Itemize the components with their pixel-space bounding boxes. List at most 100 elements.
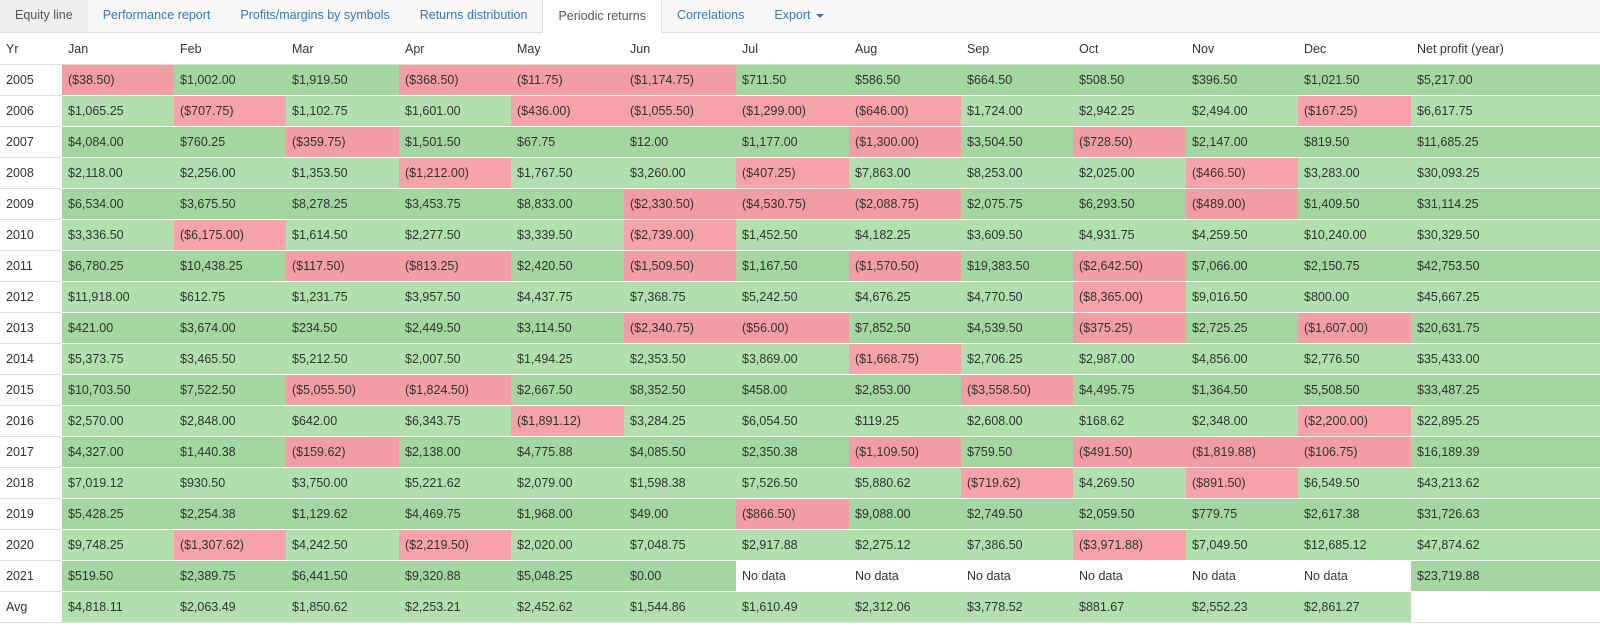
return-cell: $3,750.00 <box>286 467 399 499</box>
return-cell: $1,452.50 <box>736 219 849 251</box>
return-cell: $5,048.25 <box>511 560 624 592</box>
tab-correlations[interactable]: Correlations <box>662 0 759 32</box>
return-cell: $2,706.25 <box>961 343 1073 375</box>
return-cell: $2,552.23 <box>1186 591 1298 623</box>
return-cell: ($489.00) <box>1186 188 1298 220</box>
return-cell: ($38.50) <box>62 64 174 96</box>
return-cell: $1,724.00 <box>961 95 1073 127</box>
year-cell: 2005 <box>0 64 62 96</box>
table-row: 2020 $9,748.25 ($1,307.62) $4,242.50 ($2,219… <box>0 529 1600 561</box>
return-cell: $2,420.50 <box>511 250 624 282</box>
return-cell: No data <box>961 560 1073 592</box>
return-cell: $8,253.00 <box>961 157 1073 189</box>
table-row: Avg $4,818.11 $2,063.49 $1,850.62 $2,253.21 $… <box>0 591 1600 623</box>
caret-down-icon <box>815 13 824 18</box>
return-cell: ($1,819.88) <box>1186 436 1298 468</box>
net-profit-cell: $35,433.00 <box>1411 343 1600 375</box>
return-cell: $2,348.00 <box>1186 405 1298 437</box>
return-cell: $9,088.00 <box>849 498 961 530</box>
return-cell: $2,150.75 <box>1298 250 1411 282</box>
net-profit-cell: $31,726.63 <box>1411 498 1600 530</box>
return-cell: $2,138.00 <box>399 436 511 468</box>
net-profit-cell: $20,631.75 <box>1411 312 1600 344</box>
return-cell: $7,368.75 <box>624 281 736 313</box>
return-cell: ($2,088.75) <box>849 188 961 220</box>
table-header: Yr Jan Feb Mar Apr May Jun Jul Aug Sep Oct Nov Dec Ne… <box>0 33 1600 65</box>
return-cell: $4,259.50 <box>1186 219 1298 251</box>
tab-export[interactable]: Export <box>759 0 838 32</box>
return-cell: $4,676.25 <box>849 281 961 313</box>
return-cell: $2,776.50 <box>1298 343 1411 375</box>
tab-profits-margins-by-symbols[interactable]: Profits/margins by symbols <box>225 0 404 32</box>
year-cell: 2012 <box>0 281 62 313</box>
return-cell: ($466.50) <box>1186 157 1298 189</box>
return-cell: $7,066.00 <box>1186 250 1298 282</box>
column-header-may: May <box>511 33 624 65</box>
return-cell: $2,025.00 <box>1073 157 1186 189</box>
return-cell: $2,350.38 <box>736 436 849 468</box>
return-cell: $779.75 <box>1186 498 1298 530</box>
return-cell: $2,063.49 <box>174 591 286 623</box>
return-cell: ($8,365.00) <box>1073 281 1186 313</box>
column-header-jun: Jun <box>624 33 736 65</box>
return-cell: $800.00 <box>1298 281 1411 313</box>
return-cell: ($719.62) <box>961 467 1073 499</box>
return-cell: $2,942.25 <box>1073 95 1186 127</box>
tab-label: Export <box>774 8 811 22</box>
return-cell: $3,465.50 <box>174 343 286 375</box>
return-cell: $612.75 <box>174 281 286 313</box>
return-cell: $4,770.50 <box>961 281 1073 313</box>
tab-bar: Equity line Performance report Profits/mar… <box>0 0 1600 33</box>
return-cell: $1,598.38 <box>624 467 736 499</box>
year-cell: 2011 <box>0 250 62 282</box>
return-cell: $6,534.00 <box>62 188 174 220</box>
return-cell: ($1,668.75) <box>849 343 961 375</box>
return-cell: $2,275.12 <box>849 529 961 561</box>
return-cell: $7,019.12 <box>62 467 174 499</box>
return-cell: $10,438.25 <box>174 250 286 282</box>
return-cell: $5,221.62 <box>399 467 511 499</box>
return-cell: $9,320.88 <box>399 560 511 592</box>
return-cell: $6,441.50 <box>286 560 399 592</box>
column-header-yr: Yr <box>0 33 62 65</box>
return-cell: ($359.75) <box>286 126 399 158</box>
return-cell: $508.50 <box>1073 64 1186 96</box>
return-cell: No data <box>849 560 961 592</box>
return-cell: $2,861.27 <box>1298 591 1411 623</box>
return-cell: $3,674.00 <box>174 312 286 344</box>
return-cell: $4,495.75 <box>1073 374 1186 406</box>
return-cell: No data <box>1186 560 1298 592</box>
return-cell: ($2,642.50) <box>1073 250 1186 282</box>
table-row: 2014 $5,373.75 $3,465.50 $5,212.50 $2,007.50… <box>0 343 1600 375</box>
net-profit-cell: $31,114.25 <box>1411 188 1600 220</box>
tab-label: Correlations <box>676 8 745 22</box>
return-cell: $4,469.75 <box>399 498 511 530</box>
tab-equity-line[interactable]: Equity line <box>0 0 88 32</box>
return-cell: $168.62 <box>1073 405 1186 437</box>
return-cell: $760.25 <box>174 126 286 158</box>
tab-performance-report[interactable]: Performance report <box>88 0 226 32</box>
return-cell: $7,863.00 <box>849 157 961 189</box>
return-cell: $4,269.50 <box>1073 467 1186 499</box>
return-cell: $711.50 <box>736 64 849 96</box>
tab-returns-distribution[interactable]: Returns distribution <box>405 0 543 32</box>
return-cell: $4,437.75 <box>511 281 624 313</box>
return-cell: ($2,330.50) <box>624 188 736 220</box>
return-cell: $3,778.52 <box>961 591 1073 623</box>
return-cell: ($6,175.00) <box>174 219 286 251</box>
return-cell: ($1,174.75) <box>624 64 736 96</box>
table-row: 2018 $7,019.12 $930.50 $3,750.00 $5,221.62 $2… <box>0 467 1600 499</box>
net-profit-cell: $33,487.25 <box>1411 374 1600 406</box>
return-cell: ($2,219.50) <box>399 529 511 561</box>
return-cell: $2,848.00 <box>174 405 286 437</box>
tab-periodic-returns[interactable]: Periodic returns <box>542 0 662 33</box>
column-header-mar: Mar <box>286 33 399 65</box>
return-cell: $3,283.00 <box>1298 157 1411 189</box>
table-row: 2009 $6,534.00 $3,675.50 $8,278.25 $3,453.75… <box>0 188 1600 220</box>
return-cell: $3,260.00 <box>624 157 736 189</box>
return-cell: ($707.75) <box>174 95 286 127</box>
year-cell: 2016 <box>0 405 62 437</box>
return-cell: ($3,558.50) <box>961 374 1073 406</box>
return-cell: $9,016.50 <box>1186 281 1298 313</box>
return-cell: $1,610.49 <box>736 591 849 623</box>
